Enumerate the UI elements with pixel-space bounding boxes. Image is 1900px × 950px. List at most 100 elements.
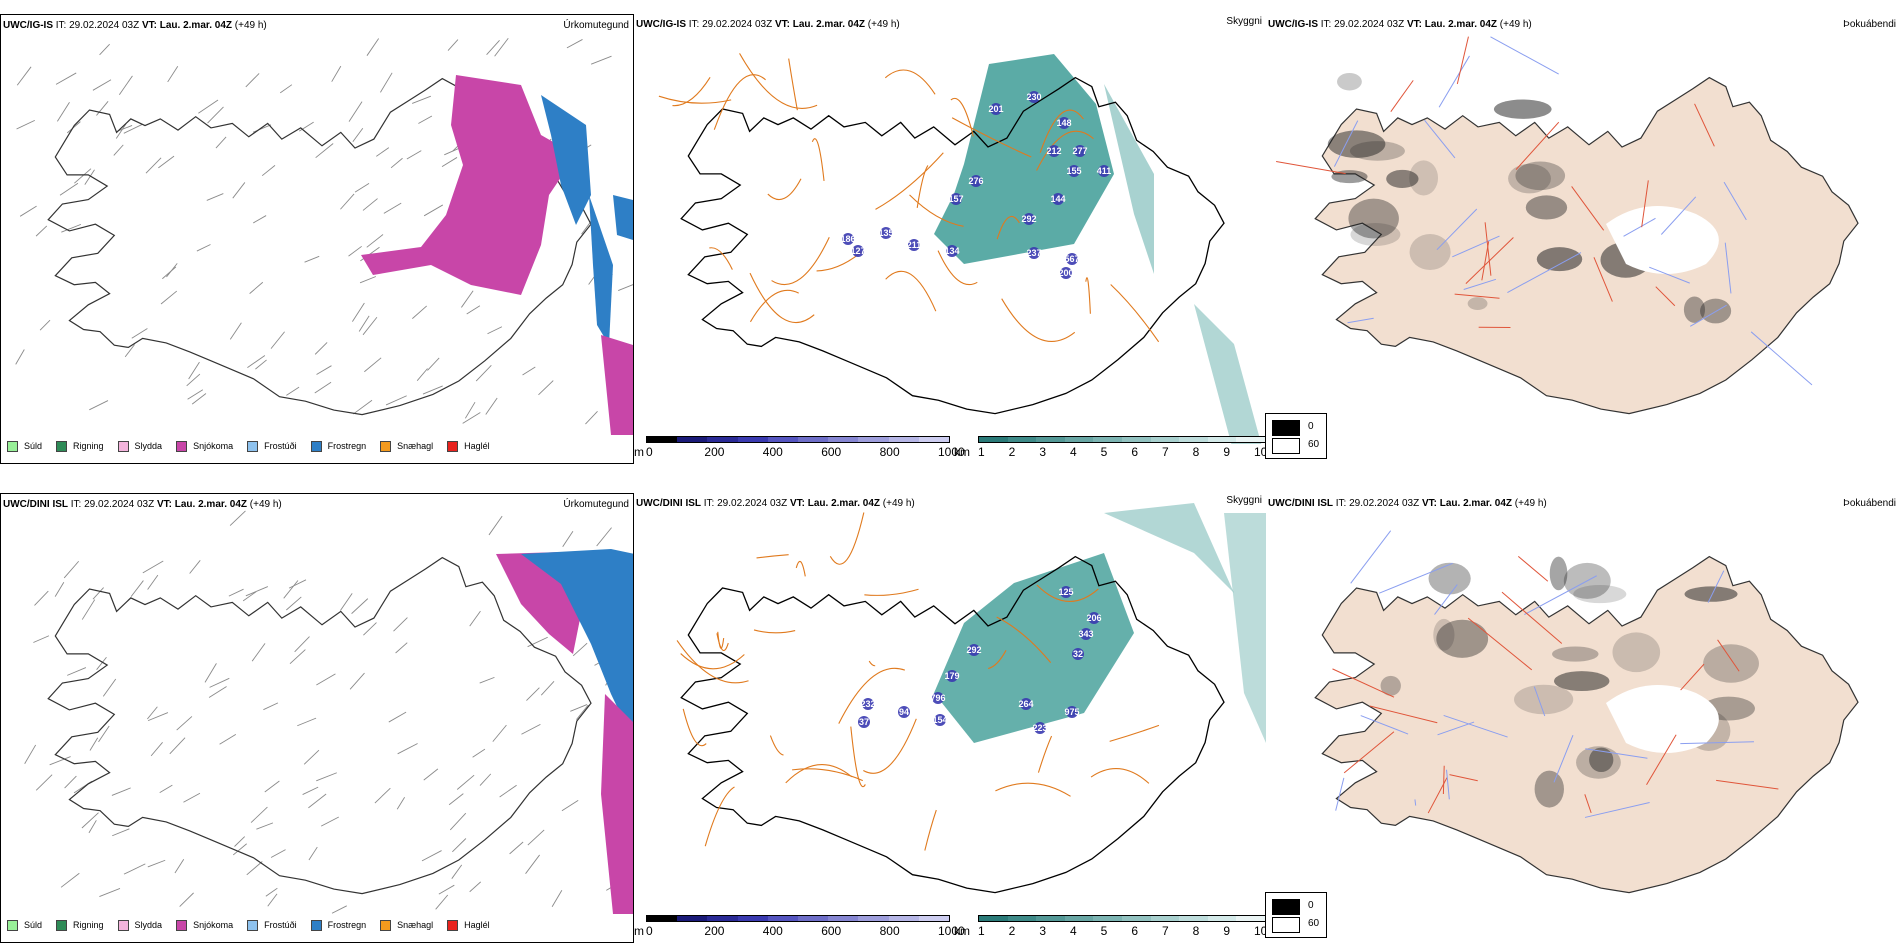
fog-area bbox=[1612, 632, 1661, 673]
wind-barb bbox=[475, 364, 492, 382]
legend-label: Rigning bbox=[73, 441, 104, 451]
wind-barb bbox=[395, 642, 408, 654]
iceland-map: 201 230 148 212 277 155 411 276 157 144 292 135 186 2… bbox=[658, 53, 1262, 444]
wind-barb bbox=[576, 704, 589, 720]
wind-barb bbox=[270, 331, 285, 349]
legend-label: Frostregn bbox=[327, 441, 367, 451]
fog-area bbox=[1576, 746, 1621, 779]
colorbar-segment bbox=[707, 916, 738, 921]
colorbar-tick-label: 8 bbox=[1192, 924, 1200, 938]
wind-barb bbox=[314, 381, 332, 394]
road bbox=[792, 768, 863, 782]
wind-barb bbox=[435, 894, 449, 910]
wind-barb bbox=[113, 144, 124, 156]
snowfall-area bbox=[601, 694, 633, 914]
low-visibility-area bbox=[1224, 513, 1266, 743]
legend-swatch bbox=[380, 440, 392, 452]
wind-barb bbox=[253, 215, 267, 224]
river bbox=[1467, 617, 1533, 671]
wind-barb bbox=[111, 787, 131, 796]
colorbar-segment bbox=[798, 916, 829, 921]
cloud-base-label: 32 bbox=[1073, 649, 1083, 659]
road bbox=[1593, 257, 1613, 302]
height-marker bbox=[968, 644, 980, 656]
wind-barb bbox=[423, 768, 439, 781]
colorbar-segment bbox=[1179, 437, 1208, 442]
wind-barb bbox=[167, 66, 179, 83]
wind-barb bbox=[16, 66, 32, 86]
map-canvas bbox=[1276, 36, 1859, 415]
road bbox=[1533, 686, 1546, 717]
height-marker bbox=[1080, 628, 1092, 640]
river bbox=[1507, 252, 1582, 293]
wind-barb bbox=[451, 864, 463, 879]
colorbar-segment bbox=[1121, 437, 1151, 442]
road bbox=[987, 650, 1007, 670]
wind-barb bbox=[169, 737, 186, 755]
wind-barb bbox=[479, 676, 495, 684]
road bbox=[1090, 768, 1150, 784]
wind-barb bbox=[124, 344, 135, 358]
wind-barb bbox=[247, 355, 266, 369]
wind-barb bbox=[441, 157, 458, 168]
cloud-base-label: 277 bbox=[1072, 146, 1087, 156]
wind-barb bbox=[353, 399, 373, 415]
road bbox=[1490, 36, 1559, 75]
wind-barb bbox=[396, 796, 405, 810]
wind-barb bbox=[176, 716, 193, 731]
height-marker bbox=[898, 706, 910, 718]
wind-barb bbox=[469, 881, 482, 893]
road bbox=[1707, 570, 1725, 603]
colorbar-tick-label: 800 bbox=[879, 924, 900, 938]
wind-barb bbox=[92, 587, 104, 600]
fog-area bbox=[1436, 619, 1489, 658]
wind-barb bbox=[102, 678, 117, 697]
road bbox=[1463, 278, 1497, 290]
wind-barb bbox=[174, 858, 185, 874]
fog-legend-black-swatch bbox=[1272, 420, 1300, 436]
road bbox=[1623, 217, 1656, 237]
height-unit: m bbox=[634, 445, 644, 459]
wind-barb bbox=[449, 812, 467, 831]
wind-barb bbox=[303, 749, 320, 765]
road bbox=[1456, 36, 1469, 85]
precip-legend-item: Rigning bbox=[56, 440, 104, 452]
colorbar-segment bbox=[677, 437, 708, 442]
legend-label: Haglél bbox=[464, 920, 490, 930]
wind-barb bbox=[487, 326, 503, 335]
wind-barb bbox=[39, 319, 51, 331]
road bbox=[785, 764, 853, 784]
colorbar-tick-label: 9 bbox=[1223, 445, 1231, 459]
wind-barb bbox=[340, 593, 353, 611]
road bbox=[1001, 298, 1076, 342]
wind-barb bbox=[286, 386, 300, 396]
wind-barb bbox=[33, 635, 50, 643]
road bbox=[739, 53, 818, 110]
road bbox=[1641, 180, 1649, 228]
road bbox=[1680, 663, 1705, 691]
colorbar-segment bbox=[918, 916, 950, 921]
wind-barb bbox=[466, 305, 481, 315]
wind-barb bbox=[283, 580, 299, 599]
legend-label: Frostúði bbox=[264, 441, 297, 451]
wind-barb bbox=[376, 147, 390, 157]
colorbar-segment bbox=[647, 916, 678, 921]
wind-barb bbox=[215, 136, 227, 149]
map-header: UWC/IG-IS IT: 29.02.2024 03Z VT: Lau. 2.… bbox=[636, 19, 900, 30]
wind-barb bbox=[147, 712, 169, 722]
wind-barb bbox=[316, 772, 337, 782]
road bbox=[1646, 734, 1677, 786]
fog-index-map-top: UWC/IG-IS IT: 29.02.2024 03Z VT: Lau. 2.… bbox=[1266, 14, 1900, 464]
river bbox=[1442, 765, 1445, 795]
legend-swatch bbox=[247, 440, 259, 452]
fog-area bbox=[1525, 195, 1568, 220]
fog-area bbox=[1508, 163, 1551, 194]
colorbar-segment bbox=[1093, 437, 1122, 442]
wind-barb bbox=[585, 411, 598, 425]
cloud-base-label: 127 bbox=[850, 246, 865, 256]
wind-barb bbox=[55, 72, 77, 85]
wind-barb bbox=[485, 397, 498, 415]
fog-area bbox=[1703, 644, 1759, 683]
fog-area bbox=[1683, 296, 1706, 323]
height-marker bbox=[932, 692, 944, 704]
